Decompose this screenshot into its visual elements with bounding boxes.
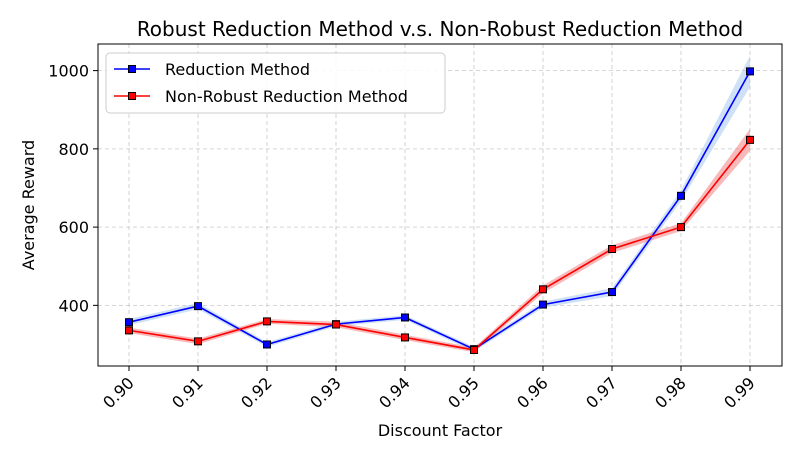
x-tick-label: 0.93	[306, 373, 345, 412]
legend: Reduction Method Non-Robust Reduction Met…	[105, 52, 446, 114]
series-markers	[125, 67, 754, 354]
chart-title: Robust Reduction Method v.s. Non-Robust …	[137, 17, 743, 41]
point-series-1	[539, 300, 547, 309]
point-series-1	[608, 288, 616, 297]
x-tick-label: 0.97	[582, 373, 621, 412]
point-series-2	[194, 337, 202, 346]
legend-label-1: Reduction Method	[165, 60, 310, 79]
legend-marker-2	[128, 92, 136, 100]
x-tick-label: 0.98	[651, 373, 690, 412]
line-series-2	[128, 139, 751, 351]
x-tick-label: 0.95	[444, 373, 483, 412]
point-series-2	[746, 135, 754, 144]
y-tick-label: 400	[58, 296, 89, 315]
y-ticks: 400 600 800 1000	[48, 62, 98, 315]
x-tick-label: 0.91	[168, 373, 207, 412]
point-series-2	[470, 345, 478, 354]
point-series-2	[332, 320, 340, 329]
y-axis-label: Average Reward	[19, 140, 38, 270]
y-tick-label: 1000	[48, 62, 89, 81]
legend-box	[105, 52, 446, 114]
point-series-2	[125, 326, 133, 335]
x-tick-label: 0.96	[513, 373, 552, 412]
point-series-2	[539, 285, 547, 294]
y-tick-label: 800	[58, 140, 89, 159]
point-series-1	[263, 340, 271, 349]
point-series-2	[677, 223, 685, 232]
legend-label-2: Non-Robust Reduction Method	[165, 87, 408, 106]
y-tick-label: 600	[58, 218, 89, 237]
point-series-1	[677, 191, 685, 200]
point-series-2	[263, 317, 271, 326]
x-tick-label: 0.99	[720, 373, 759, 412]
x-ticks: 0.90 0.91 0.92 0.93 0.94 0.95 0.96 0.97 0.98 0.99	[99, 366, 759, 412]
point-series-2	[401, 333, 409, 342]
point-series-1	[194, 302, 202, 311]
series-lines	[128, 70, 751, 351]
x-tick-label: 0.94	[375, 373, 414, 412]
point-series-1	[401, 313, 409, 322]
x-axis-label: Discount Factor	[378, 421, 503, 440]
x-tick-label: 0.90	[99, 373, 138, 412]
plot-frame	[97, 43, 783, 367]
point-series-1	[746, 67, 754, 76]
legend-marker-1	[128, 65, 136, 73]
point-series-2	[608, 245, 616, 254]
line-series-1	[128, 70, 751, 351]
point-series-1	[125, 318, 133, 327]
x-tick-label: 0.92	[237, 373, 276, 412]
